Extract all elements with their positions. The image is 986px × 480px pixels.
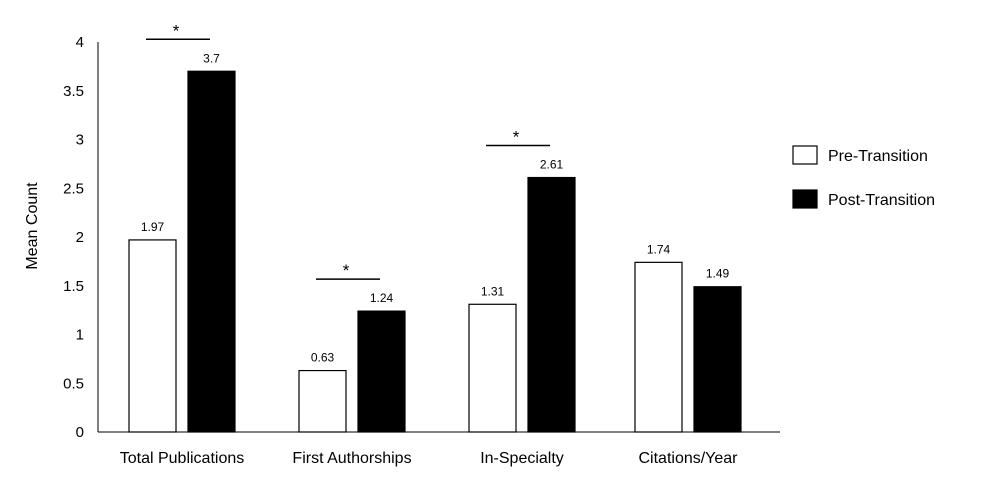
legend-swatch	[792, 189, 818, 209]
bar-post-transition	[693, 286, 742, 433]
data-label: 2.61	[540, 158, 564, 172]
category-label: In-Specialty	[480, 450, 564, 467]
bar-post-transition	[187, 70, 236, 433]
bar-pre-transition	[634, 261, 683, 433]
legend-label: Post-Transition	[828, 192, 935, 209]
significance-star: *	[513, 128, 520, 147]
y-tick-label: 1	[76, 327, 84, 344]
data-label: 1.97	[141, 220, 165, 234]
significance-star: *	[343, 261, 350, 280]
y-axis-label: Mean Count	[24, 182, 41, 270]
data-label: 0.63	[311, 351, 335, 365]
y-tick-label: 2.5	[63, 180, 84, 197]
category-label: Citations/Year	[638, 450, 738, 467]
y-tick-label: 3	[76, 132, 84, 149]
data-label: 1.49	[706, 267, 730, 281]
bar-post-transition	[357, 310, 406, 433]
legend: Pre-Transition Post-Transition	[792, 145, 935, 209]
category-label: First Authorships	[292, 450, 411, 467]
category-labels: Total Publications First Authorships In-Sp…	[120, 450, 738, 467]
y-tick-label: 2	[76, 229, 84, 246]
y-tick-label: 0	[76, 424, 84, 441]
y-tick-label: 3.5	[63, 83, 84, 100]
legend-swatch	[792, 145, 818, 165]
significance-star: *	[173, 21, 180, 40]
bar-pre-transition	[298, 369, 347, 433]
bar-pre-transition	[468, 303, 517, 433]
data-label: 1.31	[481, 284, 505, 298]
significance-markers: * * *	[146, 21, 550, 280]
data-label: 3.7	[203, 51, 220, 65]
y-tick-label: 0.5	[63, 375, 84, 392]
y-tick-label: 1.5	[63, 278, 84, 295]
bar-pre-transition	[128, 239, 177, 433]
bars	[128, 70, 742, 433]
bar-post-transition	[527, 176, 576, 433]
legend-label: Pre-Transition	[828, 148, 928, 165]
y-tick-label: 4	[76, 34, 84, 51]
data-label: 1.24	[370, 291, 394, 305]
category-label: Total Publications	[120, 450, 245, 467]
data-label: 1.74	[647, 242, 671, 256]
data-labels: 1.97 3.7 0.63 1.24 1.31 2.61 1.74 1.49	[141, 51, 730, 364]
